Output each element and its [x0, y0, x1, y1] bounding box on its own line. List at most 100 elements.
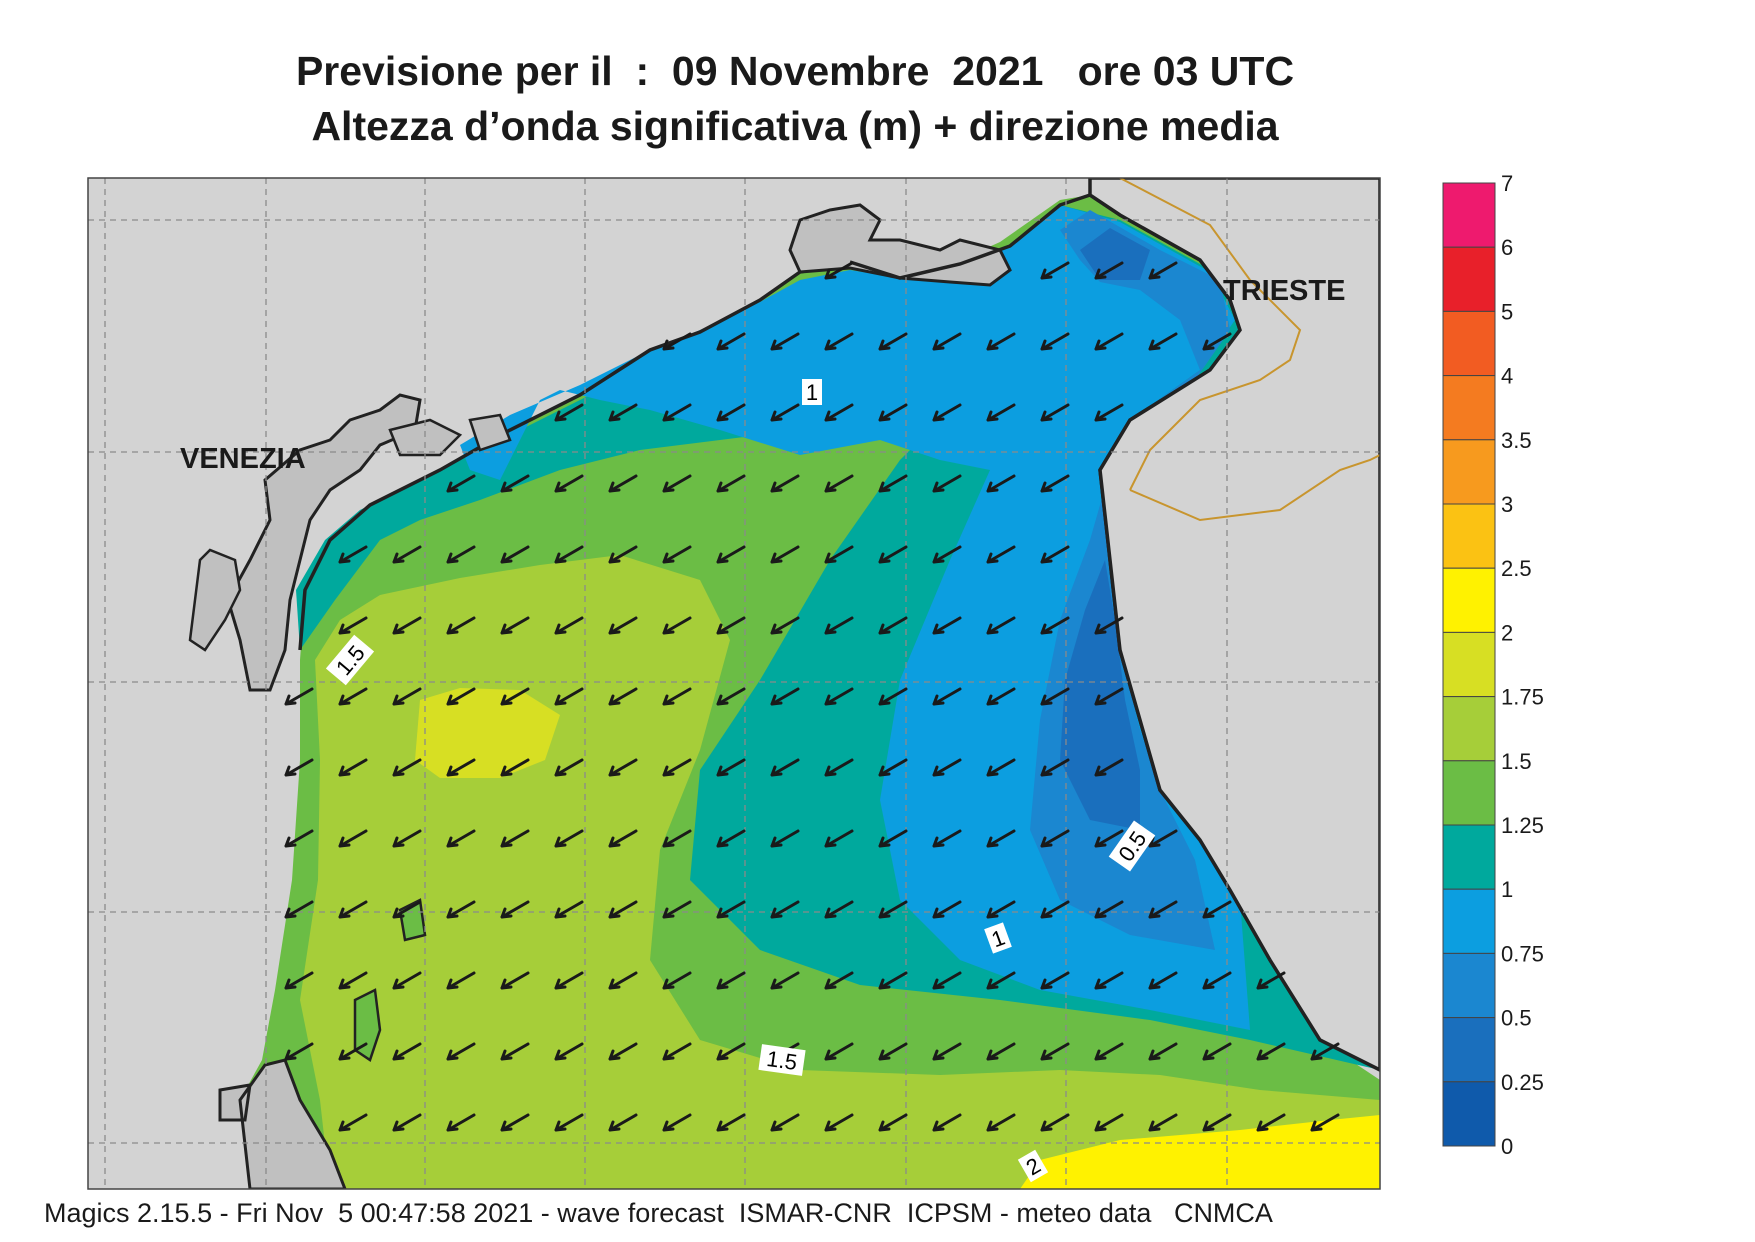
map-title: Previsione per il : 09 Novembre 2021 ore… — [295, 48, 1295, 94]
direction-arrow — [1040, 332, 1070, 351]
svg-text:1: 1 — [806, 380, 818, 405]
direction-arrow — [338, 616, 368, 635]
direction-arrow — [500, 900, 530, 919]
direction-arrow — [1202, 971, 1232, 990]
direction-arrow — [716, 687, 746, 706]
direction-arrow — [1148, 971, 1178, 990]
direction-arrow — [446, 829, 476, 848]
direction-arrow — [1148, 1042, 1178, 1061]
direction-arrow — [338, 829, 368, 848]
direction-arrow — [554, 616, 584, 635]
direction-arrow — [446, 1113, 476, 1132]
direction-arrow — [1040, 829, 1070, 848]
legend-label: 0.75 — [1501, 941, 1544, 966]
direction-arrow — [878, 900, 908, 919]
legend-swatch — [1442, 952, 1496, 1019]
legend-label: 3.5 — [1501, 428, 1532, 453]
direction-arrow — [824, 332, 854, 351]
direction-arrow — [1256, 971, 1286, 990]
direction-arrow — [986, 971, 1016, 990]
direction-arrow — [878, 1113, 908, 1132]
direction-arrow — [1310, 1042, 1340, 1061]
direction-arrow — [554, 403, 584, 422]
direction-arrow — [446, 900, 476, 919]
direction-arrow — [662, 971, 692, 990]
direction-arrow — [1148, 332, 1178, 351]
direction-arrow — [878, 971, 908, 990]
direction-arrow — [338, 900, 368, 919]
direction-arrow — [446, 971, 476, 990]
legend-label: 3 — [1501, 492, 1513, 517]
direction-arrow — [770, 332, 800, 351]
direction-arrow — [1202, 332, 1232, 351]
venice-islands — [188, 413, 512, 652]
legend-label: 0.25 — [1501, 1070, 1544, 1095]
direction-arrow — [824, 1042, 854, 1061]
legend-label: 1.5 — [1501, 749, 1532, 774]
direction-arrow — [1040, 545, 1070, 564]
direction-arrow — [662, 616, 692, 635]
direction-arrow — [716, 900, 746, 919]
direction-arrow — [500, 687, 530, 706]
direction-arrow — [716, 1042, 746, 1061]
direction-arrow — [662, 758, 692, 777]
direction-arrow — [878, 403, 908, 422]
po-delta-islands — [353, 898, 427, 1062]
direction-arrow — [1148, 900, 1178, 919]
direction-arrow — [1094, 900, 1124, 919]
border-line — [1119, 178, 1302, 491]
direction-arrow — [932, 829, 962, 848]
direction-arrow — [716, 545, 746, 564]
direction-arrow — [770, 1113, 800, 1132]
legend-label: 1 — [1501, 877, 1513, 902]
direction-arrow — [1040, 403, 1070, 422]
direction-arrow — [554, 474, 584, 493]
map-frame — [87, 177, 1381, 1190]
direction-arrow — [1256, 1042, 1286, 1061]
map-subtitle: Altezza d’onda significativa (m) + direz… — [311, 103, 1279, 149]
legend-swatch — [1442, 310, 1496, 377]
legend-swatch — [1442, 824, 1496, 890]
direction-arrow — [446, 474, 476, 493]
direction-arrow — [1094, 332, 1124, 351]
direction-arrow — [824, 403, 854, 422]
direction-arrow — [1148, 1113, 1178, 1132]
direction-arrow — [986, 403, 1016, 422]
direction-arrow — [500, 758, 530, 777]
direction-arrow — [446, 545, 476, 564]
direction-arrow — [500, 1113, 530, 1132]
direction-arrow — [716, 474, 746, 493]
direction-arrow — [1094, 261, 1124, 280]
direction-arrow — [986, 900, 1016, 919]
direction-arrow — [1148, 261, 1178, 280]
direction-arrow — [500, 474, 530, 493]
direction-arrow — [932, 971, 962, 990]
direction-arrow — [554, 545, 584, 564]
direction-arrow — [392, 900, 422, 919]
direction-arrow — [392, 1113, 422, 1132]
direction-arrow — [662, 545, 692, 564]
direction-arrow — [986, 1113, 1016, 1132]
direction-arrow — [662, 403, 692, 422]
direction-arrow — [986, 616, 1016, 635]
direction-arrow — [500, 971, 530, 990]
direction-arrow — [554, 971, 584, 990]
direction-arrow — [392, 971, 422, 990]
direction-arrow — [446, 1042, 476, 1061]
legend-label: 0 — [1501, 1134, 1513, 1159]
direction-arrow — [932, 545, 962, 564]
direction-arrow — [500, 829, 530, 848]
legend-swatch — [1442, 182, 1496, 248]
direction-arrow — [608, 616, 638, 635]
direction-arrow — [770, 971, 800, 990]
city-label-venezia: VENEZIA — [180, 443, 306, 475]
direction-arrow — [1094, 971, 1124, 990]
direction-arrow — [878, 1042, 908, 1061]
legend-label: 6 — [1501, 235, 1513, 260]
direction-arrow — [1094, 403, 1124, 422]
legend-label: 7 — [1501, 171, 1513, 196]
direction-arrow — [608, 474, 638, 493]
venice-lagoon — [226, 393, 422, 692]
direction-arrow — [824, 829, 854, 848]
direction-arrow — [986, 758, 1016, 777]
